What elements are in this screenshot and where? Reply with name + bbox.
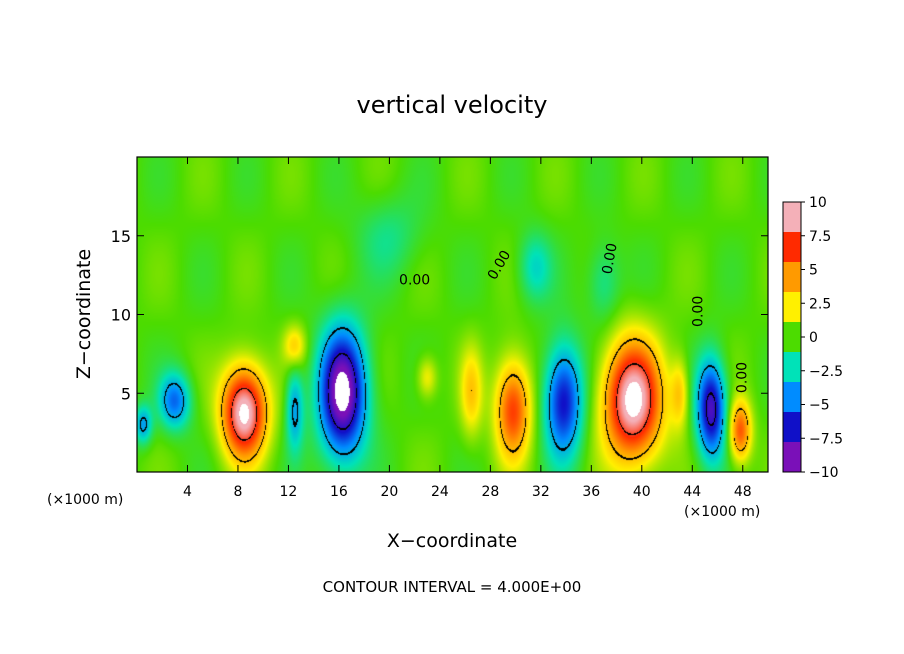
colorbar-swatch: [783, 442, 801, 473]
x-unit-left: (×1000 m): [47, 492, 123, 508]
colorbar-tick-label: 2.5: [809, 296, 831, 312]
x-tick-label: 28: [481, 484, 499, 500]
colorbar-tick-label: −5: [809, 398, 830, 414]
colorbar: 10 7.5 5 2.5 0 −2.5 −5 −7.5 −10: [782, 195, 843, 481]
x-axis-ticks: 4 8 12 16 20 24 28 32 36 40 44 48: [183, 157, 752, 500]
colorbar-tick-label: 0: [809, 330, 818, 346]
contour-label: 0.00: [690, 296, 706, 327]
y-tick-label: 10: [111, 306, 131, 325]
x-tick-label: 36: [582, 484, 600, 500]
colorbar-tick-label: 5: [809, 263, 818, 279]
colorbar-swatch: [783, 232, 801, 263]
x-axis-label: X−coordinate: [387, 530, 517, 552]
colorbar-swatch: [783, 352, 801, 383]
colorbar-swatch: [783, 382, 801, 413]
chart-title: vertical velocity: [357, 91, 548, 119]
colorbar-swatch: [783, 322, 801, 353]
colorbar-tick-label: −7.5: [809, 431, 843, 447]
contour-label: 0.00: [399, 273, 430, 289]
colorbar-tick-label: −10: [809, 465, 839, 481]
y-axis-label: Z−coordinate: [73, 249, 95, 379]
x-tick-label: 32: [532, 484, 550, 500]
y-tick-label: 15: [111, 227, 131, 246]
colorbar-swatch: [783, 202, 801, 233]
colorbar-tick-label: −2.5: [809, 364, 843, 380]
x-tick-label: 16: [330, 484, 348, 500]
x-tick-label: 20: [380, 484, 398, 500]
x-tick-label: 40: [633, 484, 651, 500]
x-tick-label: 12: [280, 484, 298, 500]
contour-label: 0.00: [735, 362, 751, 393]
colorbar-swatch: [783, 412, 801, 443]
colorbar-tick-label: 10: [809, 195, 827, 211]
x-tick-label: 8: [233, 484, 242, 500]
y-axis-ticks: 5 10 15: [111, 227, 768, 403]
x-tick-label: 48: [734, 484, 752, 500]
contour-interval-note: CONTOUR INTERVAL = 4.000E+00: [323, 578, 582, 596]
contour-label: 0.00: [600, 242, 621, 275]
colorbar-swatch: [783, 292, 801, 323]
x-tick-label: 44: [683, 484, 701, 500]
colorbar-swatch: [783, 262, 801, 293]
x-tick-label: 4: [183, 484, 192, 500]
colorbar-tick-label: 7.5: [809, 229, 831, 245]
x-unit-right: (×1000 m): [684, 504, 760, 520]
heatmap-image: [137, 157, 768, 472]
y-tick-label: 5: [121, 384, 131, 403]
x-tick-label: 24: [431, 484, 449, 500]
